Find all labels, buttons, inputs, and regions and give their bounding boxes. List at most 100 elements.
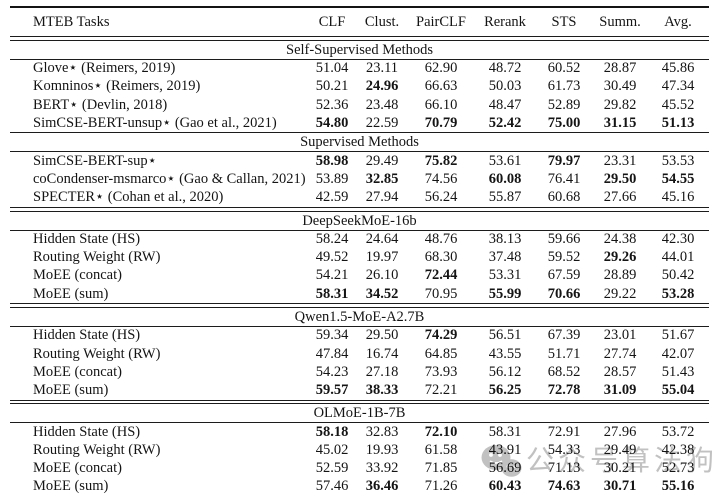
cell-pairclf: 68.30 (424, 249, 458, 266)
cell-clust: 19.93 (365, 441, 399, 458)
section-title: Qwen1.5-MoE-A2.7B (294, 308, 425, 325)
table-row: coCondenser-msmarco⋆ (Gao & Callan, 2021… (10, 171, 709, 189)
cell-sts: 59.66 (547, 231, 581, 248)
cell-avg: 45.86 (661, 60, 695, 77)
cell-rerank: 38.13 (488, 231, 522, 248)
cell-summ: 31.09 (603, 382, 637, 398)
cell-sts: 52.89 (547, 96, 581, 113)
row-label: Komninos⋆ (Reimers, 2019) (33, 78, 201, 95)
cell-rerank: 50.03 (488, 78, 522, 95)
cell-rerank: 55.87 (488, 189, 522, 206)
cell-clf: 52.59 (315, 460, 349, 477)
cell-summ: 27.74 (603, 345, 637, 362)
cell-sts: 70.66 (547, 285, 581, 302)
table-row: MoEE (sum) 58.31 34.52 70.95 55.99 70.66 29.22… (10, 285, 709, 303)
cell-summ: 29.82 (603, 96, 637, 113)
cell-summ: 24.38 (603, 231, 637, 248)
cell-summ: 27.96 (603, 423, 637, 440)
table-row: SPECTER⋆ (Cohan et al., 2020) 42.59 27.94 5… (10, 189, 709, 207)
header-summ: Summ. (599, 13, 641, 30)
rule-double (10, 399, 709, 405)
cell-clust: 16.74 (365, 345, 399, 362)
cell-avg: 51.43 (661, 363, 695, 380)
cell-clust: 34.52 (365, 285, 399, 302)
cell-clf: 58.24 (315, 231, 349, 248)
cell-avg: 47.34 (661, 78, 695, 95)
cell-pairclf: 61.58 (424, 441, 458, 458)
cell-summ: 28.89 (603, 267, 637, 284)
cell-rerank: 56.25 (488, 382, 522, 398)
cell-pairclf: 70.95 (424, 285, 458, 302)
rule-single (10, 229, 709, 231)
rule-single (10, 151, 709, 153)
cell-avg: 51.67 (661, 327, 695, 344)
cell-clf: 51.04 (315, 60, 349, 77)
cell-sts: 67.59 (547, 267, 581, 284)
cell-summ: 29.26 (603, 249, 637, 266)
rule-single (10, 58, 709, 60)
row-label: MoEE (concat) (33, 267, 122, 284)
cell-rerank: 52.42 (488, 114, 522, 131)
cell-sts: 67.39 (547, 327, 581, 344)
cell-sts: 71.13 (547, 460, 581, 477)
cell-clf: 54.23 (315, 363, 349, 380)
row-label: SimCSE-BERT-unsup⋆ (Gao et al., 2021) (33, 114, 277, 131)
cell-clf: 58.98 (315, 152, 349, 169)
row-label: MoEE (sum) (33, 382, 109, 398)
rule-single (10, 132, 709, 134)
rule-double (10, 36, 709, 41)
row-label: MoEE (concat) (33, 460, 122, 477)
cell-clust: 23.11 (365, 60, 399, 77)
header-pairclf: PairCLF (416, 13, 466, 30)
cell-avg: 45.16 (661, 189, 695, 206)
cell-sts: 60.52 (547, 60, 581, 77)
cell-avg: 55.04 (661, 382, 695, 398)
cell-avg: 53.53 (661, 152, 695, 169)
cell-clf: 52.36 (315, 96, 349, 113)
cell-clust: 33.92 (365, 460, 399, 477)
cell-summ: 28.87 (603, 60, 637, 77)
table-row: SimCSE-BERT-unsup⋆ (Gao et al., 2021) 54.… (10, 114, 709, 132)
rule-single (10, 422, 709, 424)
cell-sts: 72.91 (547, 423, 581, 440)
cell-pairclf: 62.90 (424, 60, 458, 77)
cell-pairclf: 66.10 (424, 96, 458, 113)
row-label: MoEE (sum) (33, 478, 109, 495)
cell-rerank: 48.47 (488, 96, 522, 113)
cell-clf: 50.21 (315, 78, 349, 95)
table-row: Hidden State (HS) 59.34 29.50 74.29 56.51 67.… (10, 327, 709, 345)
table-row: MoEE (concat) 52.59 33.92 71.85 56.69 71.13 30… (10, 460, 709, 478)
cell-avg: 53.28 (661, 285, 695, 302)
cell-rerank: 60.43 (488, 478, 522, 495)
header-sts: STS (551, 13, 577, 30)
row-label: Routing Weight (RW) (33, 441, 161, 458)
table-row: MoEE (sum) 57.46 36.46 71.26 60.43 74.63 30.71… (10, 478, 709, 496)
table-row: MoEE (concat) 54.23 27.18 73.93 56.12 68.52 28… (10, 363, 709, 381)
cell-rerank: 43.91 (488, 441, 522, 458)
cell-avg: 54.55 (661, 171, 695, 188)
cell-pairclf: 48.76 (424, 231, 458, 248)
cell-summ: 31.15 (603, 114, 637, 131)
table-row: MoEE (sum) 59.57 38.33 72.21 56.25 72.78 31.09… (10, 381, 709, 399)
cell-rerank: 55.99 (488, 285, 522, 302)
row-label: Hidden State (HS) (33, 327, 141, 344)
cell-rerank: 53.31 (488, 267, 522, 284)
header-clust: Clust. (364, 13, 400, 30)
cell-clf: 59.57 (315, 382, 349, 398)
cell-avg: 42.30 (661, 231, 695, 248)
row-label: BERT⋆ (Devlin, 2018) (33, 96, 168, 113)
cell-clf: 49.52 (315, 249, 349, 266)
cell-sts: 68.52 (547, 363, 581, 380)
cell-clust: 27.94 (365, 189, 399, 206)
cell-clf: 58.18 (315, 423, 349, 440)
cell-clust: 26.10 (365, 267, 399, 284)
table-row: Komninos⋆ (Reimers, 2019) 50.21 24.96 66.63… (10, 78, 709, 96)
cell-rerank: 60.08 (488, 171, 522, 188)
cell-clf: 47.84 (315, 345, 349, 362)
row-label: coCondenser-msmarco⋆ (Gao & Callan, 2021… (33, 171, 306, 188)
table-row: Hidden State (HS) 58.18 32.83 72.10 58.31 72.… (10, 423, 709, 441)
cell-clust: 24.64 (365, 231, 399, 248)
cell-pairclf: 74.29 (424, 327, 458, 344)
cell-clust: 23.48 (365, 96, 399, 113)
